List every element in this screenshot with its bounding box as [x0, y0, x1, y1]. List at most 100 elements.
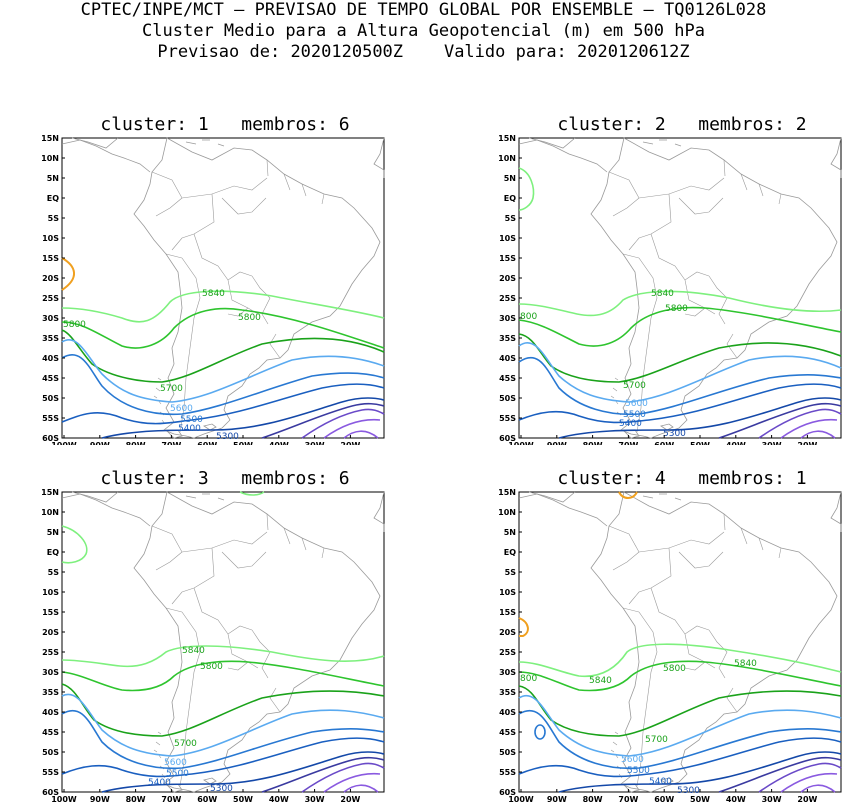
panel-1-title: cluster: 1 membros: 6	[100, 114, 350, 135]
lat-tick-label: 30S	[42, 314, 59, 323]
lat-tick-label: 50S	[42, 394, 59, 403]
lat-tick-label: 5N	[504, 174, 516, 183]
label-5600: 5600	[170, 404, 193, 414]
lon-tick-label: 90W	[90, 795, 110, 803]
lat-tick-label: 35S	[42, 688, 59, 697]
contour-5100	[301, 762, 385, 793]
lat-tick-label: 25S	[42, 294, 59, 303]
contour-5300	[558, 751, 842, 793]
label-5300: 5300	[216, 432, 239, 442]
contour-5100	[758, 762, 842, 793]
header-line-3: Previsao de: 2020120500Z Valido para: 20…	[157, 42, 690, 62]
label-5600: 5600	[625, 399, 648, 409]
lat-tick-label: 60S	[42, 434, 59, 443]
lon-tick-label: 30W	[305, 441, 325, 445]
lon-tick-label: 20W	[340, 795, 360, 803]
lon-tick-label: 70W	[618, 795, 638, 803]
lat-tick-label: 20S	[42, 628, 59, 637]
lat-tick-label: 45S	[499, 374, 516, 383]
lat-tick-label: 25S	[42, 648, 59, 657]
lon-tick-label: 20W	[340, 441, 360, 445]
lon-tick-label: 50W	[690, 441, 710, 445]
label-5840: 5840	[182, 646, 205, 656]
label-5600: 5600	[621, 755, 644, 765]
lon-axis: 100W 90W 80W 70W 60W 50W 40W 30W 20W	[508, 789, 818, 803]
lon-tick-label: 40W	[269, 441, 289, 445]
lat-tick-label: 10N	[498, 154, 516, 163]
panel-3-title: cluster: 3 membros: 6	[100, 468, 350, 489]
lat-tick-label: 55S	[42, 768, 59, 777]
lon-tick-label: 100W	[508, 795, 534, 803]
contour-5800	[518, 306, 842, 347]
label-5400: 5400	[619, 419, 642, 429]
lon-tick-label: 30W	[762, 441, 782, 445]
lat-tick-label: 60S	[499, 434, 516, 443]
lat-tick-label: 5S	[48, 214, 60, 223]
contour-5600	[518, 695, 842, 757]
lat-tick-label: 40S	[499, 708, 516, 717]
lat-tick-label: 45S	[42, 374, 59, 383]
lat-tick-label: 20S	[42, 274, 59, 283]
contour-5840	[61, 645, 385, 668]
contour-5000	[800, 430, 836, 439]
lat-tick-label: 50S	[499, 394, 516, 403]
lat-tick-label: 35S	[42, 334, 59, 343]
label-5840-west: 5840	[589, 676, 612, 686]
lat-tick-label: 60S	[499, 788, 516, 797]
lat-axis: 15N 10N 5N EQ 5S 10S 15S 20S 25S 30S 35S 40S 45S 50S 5…	[498, 488, 522, 797]
lon-tick-label: 20W	[797, 795, 817, 803]
lat-tick-label: 45S	[42, 728, 59, 737]
contour-5400	[518, 737, 842, 778]
lat-tick-label: 10N	[498, 508, 516, 517]
label-5800: 5800	[663, 664, 686, 674]
label-5800: 5800	[665, 304, 688, 314]
contour-5700	[518, 333, 842, 383]
contour-5800	[61, 660, 385, 692]
contour-5000	[800, 784, 836, 793]
lon-tick-label: 80W	[583, 441, 603, 445]
lon-tick-label: 20W	[797, 441, 817, 445]
lon-tick-label: 30W	[305, 795, 325, 803]
lat-tick-label: 15S	[42, 608, 59, 617]
contour-5200	[261, 756, 385, 793]
lon-tick-label: 50W	[690, 795, 710, 803]
lat-tick-label: 15S	[499, 608, 516, 617]
contour-5400	[61, 737, 385, 778]
lon-tick-label: 90W	[547, 441, 567, 445]
panel-2-title: cluster: 2 membros: 2	[557, 114, 807, 135]
lat-tick-label: EQ	[47, 194, 59, 203]
lat-tick-label: 15N	[41, 488, 59, 497]
label-5400: 5400	[649, 777, 672, 787]
lat-tick-label: 25S	[499, 648, 516, 657]
contour-5300	[558, 397, 842, 439]
lon-tick-label: 30W	[762, 795, 782, 803]
lon-tick-label: 100W	[508, 441, 534, 445]
label-5840: 5840	[651, 289, 674, 299]
label-5500: 5500	[166, 769, 189, 779]
panel-4-title: cluster: 4 membros: 1	[557, 468, 807, 489]
lat-tick-label: 30S	[499, 314, 516, 323]
lat-tick-label: 55S	[499, 768, 516, 777]
contour-5050	[780, 772, 838, 793]
contour-5000	[343, 784, 379, 793]
contour-5500	[61, 354, 385, 416]
lon-tick-label: 70W	[618, 441, 638, 445]
label-5800-west: 5800	[63, 320, 86, 330]
label-5600: 5600	[164, 758, 187, 768]
contour-5840	[61, 290, 385, 323]
contour-5700	[518, 685, 842, 737]
contour-5100	[301, 408, 385, 439]
lat-tick-label: 60S	[42, 788, 59, 797]
orange-contour-west	[518, 617, 529, 637]
lat-tick-label: EQ	[47, 548, 59, 557]
contour-5200	[261, 402, 385, 439]
contour-5050	[780, 418, 838, 439]
lat-tick-label: 10S	[499, 234, 516, 243]
contour-5600	[518, 342, 842, 403]
contour-5840-top	[239, 491, 265, 496]
lat-tick-label: 5S	[505, 568, 517, 577]
contour-5200	[718, 402, 842, 439]
contour-5300	[101, 397, 385, 439]
orange-contour-top	[618, 491, 638, 499]
lat-tick-label: 5S	[505, 214, 517, 223]
